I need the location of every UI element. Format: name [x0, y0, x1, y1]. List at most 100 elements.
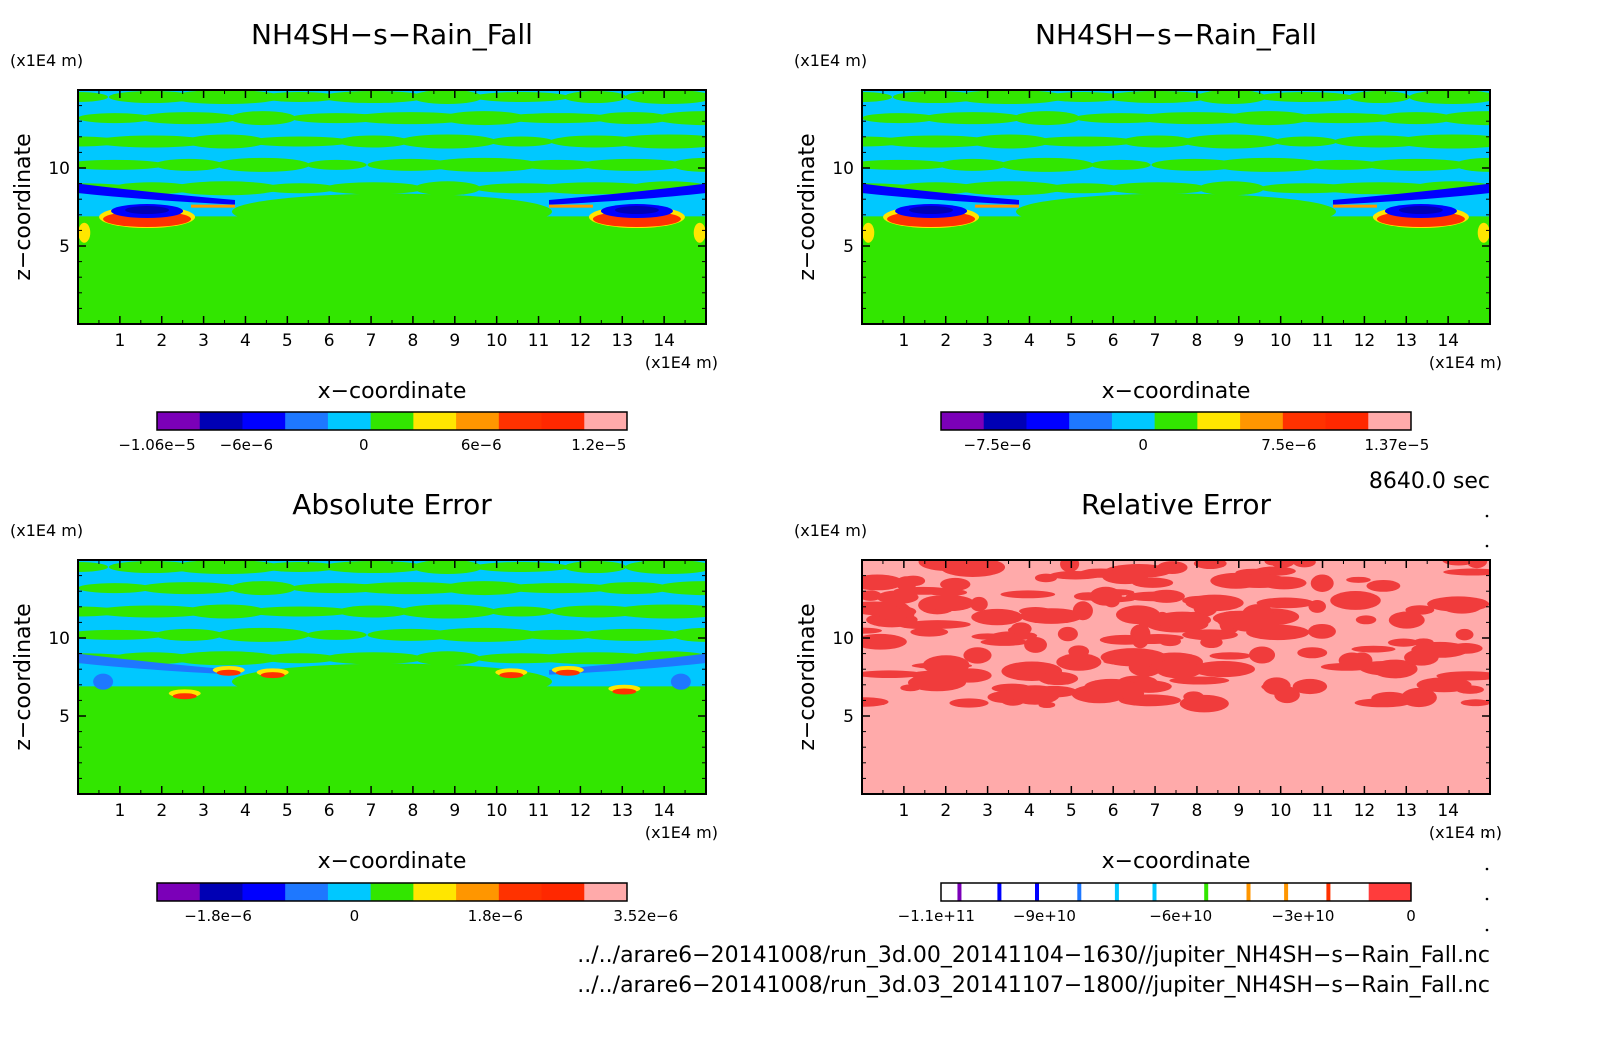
green-band: [489, 136, 554, 147]
colorbar-segment: [1368, 883, 1411, 901]
green-band: [580, 158, 685, 171]
x-tick-label: 13: [1395, 801, 1417, 821]
colorbar-stripe: [957, 883, 962, 901]
error-patch: [970, 596, 988, 612]
green-band: [414, 651, 481, 666]
y-tick-label: 10: [48, 159, 70, 179]
error-patch: [1460, 699, 1490, 707]
chart-title: Relative Error: [1081, 488, 1272, 521]
x-axis-label: x−coordinate: [318, 379, 467, 404]
green-band: [1212, 157, 1325, 172]
green-band: [655, 581, 706, 596]
green-band: [671, 157, 706, 172]
x-tick-label: 1: [114, 331, 125, 351]
error-patch: [1366, 579, 1401, 592]
colorbar-segment: [157, 412, 201, 430]
colorbar-segment: [370, 883, 414, 901]
error-patch: [1049, 570, 1102, 580]
x-tick-label: 13: [611, 331, 633, 351]
lower-region: [862, 216, 1490, 324]
x-tick-label: 8: [408, 331, 419, 351]
green-band: [412, 90, 483, 105]
x-tick-label: 1: [898, 801, 909, 821]
error-patch: [862, 627, 883, 634]
x-unit-label: (x1E4 m): [645, 353, 718, 372]
field-2: [862, 90, 1490, 324]
colorbar-segment: [413, 883, 457, 901]
green-band: [999, 157, 1094, 172]
x-tick-label: 6: [324, 331, 335, 351]
error-patch: [1193, 560, 1227, 569]
error-patch: [1427, 596, 1490, 612]
edge-dot: [1485, 834, 1489, 838]
error-patch: [1256, 597, 1315, 609]
colorbar-background: [941, 883, 1411, 901]
x-tick-label: 1: [898, 331, 909, 351]
y-tick-label: 10: [832, 629, 854, 649]
green-band: [519, 629, 598, 640]
colorbar-segment: [1026, 412, 1070, 430]
green-band: [1395, 134, 1490, 149]
green-band: [892, 91, 979, 104]
x-tick-label: 14: [653, 331, 675, 351]
green-band: [154, 158, 223, 171]
green-band: [442, 111, 527, 126]
x-tick-label: 12: [570, 331, 592, 351]
green-band: [1273, 136, 1338, 147]
green-band: [655, 111, 706, 126]
error-patch: [1007, 626, 1028, 634]
colorbar-tick-label: 7.5e−6: [1261, 436, 1316, 454]
edge-dot: [1485, 514, 1489, 518]
green-band: [185, 604, 266, 619]
green-band: [229, 111, 296, 126]
green-band: [138, 582, 239, 595]
error-patch: [1125, 591, 1183, 602]
x-axis-label: x−coordinate: [1102, 379, 1251, 404]
error-patch: [1057, 626, 1078, 642]
x-tick-label: 11: [1312, 331, 1334, 351]
colorbar-tick-label: 1.2e−5: [571, 436, 626, 454]
panel-1: NH4SH−s−Rain_Fall(x1E4 m)1 2 3 4 5 6 7 8 9 10 11 12…: [10, 18, 718, 454]
error-patch: [1297, 647, 1328, 659]
x-tick-label: 7: [1150, 801, 1161, 821]
error-patch: [1330, 591, 1381, 610]
colorbar-stripe: [1152, 883, 1157, 901]
colorbar-tick-label: 6e−6: [461, 436, 502, 454]
x-tick-label: 13: [1395, 331, 1417, 351]
colorbar-segment: [456, 412, 500, 430]
green-band: [428, 157, 541, 172]
error-patch: [1060, 560, 1080, 573]
green-band: [862, 92, 892, 103]
colorbar-segment: [1240, 412, 1284, 430]
colorbar-stripe: [1246, 883, 1251, 901]
green-band: [1196, 90, 1267, 105]
x-tick-label: 12: [1354, 801, 1376, 821]
green-band: [938, 158, 1007, 171]
y-tick-label: 10: [832, 159, 854, 179]
colorbar: −1.1e+11 −9e+10 −6e+10 −3e+10 0: [898, 882, 1416, 925]
colorbar-stripe: [1284, 883, 1289, 901]
green-band: [215, 157, 310, 172]
error-patch: [1000, 590, 1056, 599]
blue-band-right: [549, 183, 706, 205]
edge-feature: [693, 222, 706, 243]
y-unit-label: (x1E4 m): [10, 51, 83, 70]
error-patch: [1443, 568, 1490, 576]
colorbar-frame: [156, 882, 628, 902]
error-patch: [1209, 652, 1252, 660]
error-patch: [1355, 615, 1377, 625]
green-band: [1303, 159, 1382, 170]
error-patch: [1156, 661, 1203, 679]
green-band: [564, 561, 627, 574]
arc-right: [614, 206, 659, 215]
x-tick-label: 9: [449, 331, 460, 351]
x-tick-label: 6: [1108, 801, 1119, 821]
colorbar-segment: [157, 883, 201, 901]
green-band: [953, 90, 1066, 105]
green-band: [1107, 182, 1208, 195]
green-band: [878, 135, 993, 148]
error-feature: [499, 672, 524, 679]
y-axis-label: z−coordinate: [795, 133, 820, 280]
colorbar-segment: [327, 883, 372, 901]
colorbar-segment: [1325, 412, 1369, 430]
